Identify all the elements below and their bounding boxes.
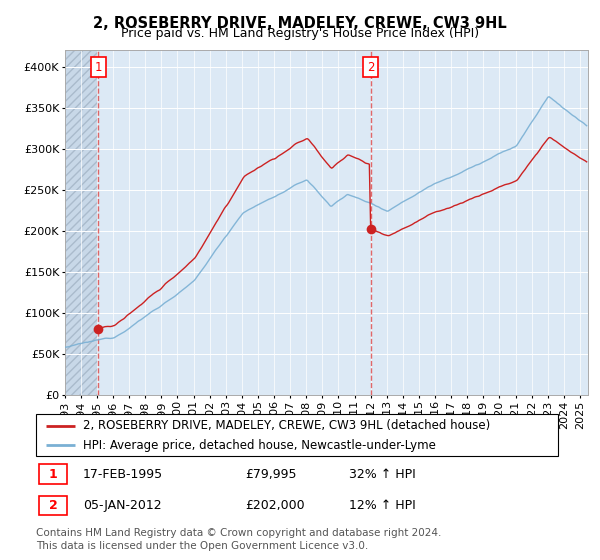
Text: 32% ↑ HPI: 32% ↑ HPI [349, 468, 416, 480]
Text: £202,000: £202,000 [245, 499, 304, 512]
Text: 2, ROSEBERRY DRIVE, MADELEY, CREWE, CW3 9HL: 2, ROSEBERRY DRIVE, MADELEY, CREWE, CW3 … [93, 16, 507, 31]
Bar [38, 496, 67, 515]
Text: 1: 1 [49, 468, 58, 480]
Text: 1: 1 [95, 60, 102, 74]
Text: 05-JAN-2012: 05-JAN-2012 [83, 499, 161, 512]
Text: £79,995: £79,995 [245, 468, 296, 480]
Text: HPI: Average price, detached house, Newcastle-under-Lyme: HPI: Average price, detached house, Newc… [83, 438, 436, 451]
Text: 17-FEB-1995: 17-FEB-1995 [83, 468, 163, 480]
Text: Price paid vs. HM Land Registry's House Price Index (HPI): Price paid vs. HM Land Registry's House … [121, 27, 479, 40]
Bar [38, 464, 67, 484]
Bar [65, 50, 98, 395]
Text: 2: 2 [367, 60, 374, 74]
Text: 2, ROSEBERRY DRIVE, MADELEY, CREWE, CW3 9HL (detached house): 2, ROSEBERRY DRIVE, MADELEY, CREWE, CW3 … [83, 419, 490, 432]
Text: 2: 2 [49, 499, 58, 512]
Text: Contains HM Land Registry data © Crown copyright and database right 2024.
This d: Contains HM Land Registry data © Crown c… [36, 528, 442, 551]
Text: 12% ↑ HPI: 12% ↑ HPI [349, 499, 416, 512]
